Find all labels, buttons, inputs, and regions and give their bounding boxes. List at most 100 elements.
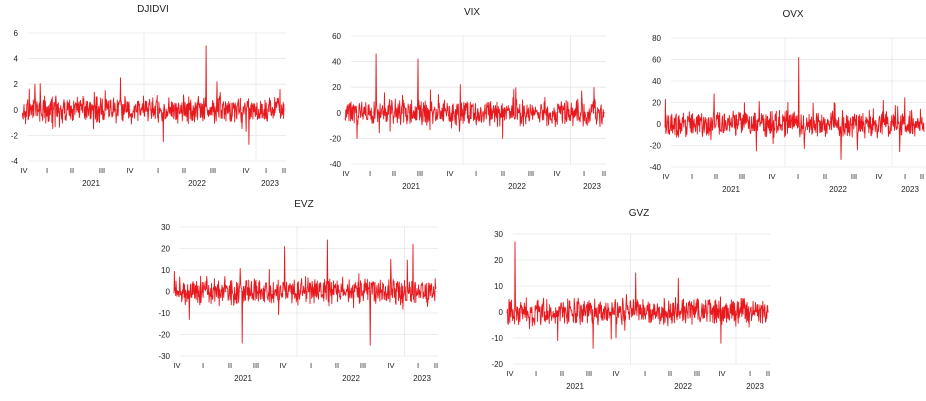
y-tick-label: 0 xyxy=(657,120,662,129)
x-quarter-label: I xyxy=(904,172,906,181)
x-quarter-label: II xyxy=(282,166,286,175)
x-quarter-label: I xyxy=(265,166,267,175)
y-tick-label: 0 xyxy=(499,308,504,317)
x-quarter-label: I xyxy=(644,369,646,378)
x-quarter-label: II xyxy=(714,172,718,181)
x-quarter-label: I xyxy=(310,361,312,370)
y-tick-label: -10 xyxy=(158,309,170,318)
chart-title: OVX xyxy=(782,9,803,20)
x-year-label: 2021 xyxy=(722,185,740,194)
chart-title: EVZ xyxy=(294,199,313,210)
x-quarter-label: III xyxy=(528,169,534,178)
y-tick-label: 10 xyxy=(494,282,503,291)
x-quarter-label: IV xyxy=(446,169,453,178)
x-quarter-label: III xyxy=(99,166,105,175)
x-quarter-label: III xyxy=(360,361,366,370)
x-quarter-label: I xyxy=(749,369,751,378)
x-quarter-label: I xyxy=(369,169,371,178)
y-tick-label: -40 xyxy=(329,160,341,169)
x-quarter-label: II xyxy=(560,369,564,378)
series-line xyxy=(21,45,285,145)
x-quarter-label: III xyxy=(739,172,745,181)
x-quarter-label: III xyxy=(851,172,857,181)
x-quarter-label: III xyxy=(210,166,216,175)
y-tick-label: -20 xyxy=(329,134,341,143)
x-quarter-label: II xyxy=(335,361,339,370)
x-quarter-label: I xyxy=(157,166,159,175)
y-tick-label: 0 xyxy=(337,109,342,118)
series-line xyxy=(173,239,437,346)
x-year-label: 2021 xyxy=(82,179,100,188)
y-tick-label: 20 xyxy=(332,83,341,92)
x-quarter-label: III xyxy=(586,369,592,378)
x-quarter-label: II xyxy=(434,361,438,370)
x-quarter-label: II xyxy=(823,172,827,181)
y-tick-label: 40 xyxy=(332,58,341,67)
x-year-label: 2022 xyxy=(674,382,692,391)
y-tick-label: -2 xyxy=(11,131,19,140)
x-year-label: 2022 xyxy=(188,179,206,188)
y-tick-label: 2 xyxy=(14,80,19,89)
chart-title: GVZ xyxy=(629,208,650,219)
x-year-label: 2023 xyxy=(261,179,279,188)
x-quarter-label: I xyxy=(46,166,48,175)
x-quarter-label: IV xyxy=(875,172,882,181)
x-quarter-label: III xyxy=(417,169,423,178)
y-tick-label: 10 xyxy=(161,266,170,275)
x-year-label: 2023 xyxy=(583,182,601,191)
x-quarter-label: II xyxy=(668,369,672,378)
x-year-label: 2021 xyxy=(234,374,252,383)
series-line xyxy=(344,53,605,139)
y-tick-label: 4 xyxy=(14,55,19,64)
x-quarter-label: I xyxy=(475,169,477,178)
x-year-label: 2022 xyxy=(508,182,526,191)
y-tick-label: -4 xyxy=(11,157,19,166)
x-quarter-label: II xyxy=(70,166,74,175)
x-quarter-label: II xyxy=(766,369,770,378)
x-quarter-label: II xyxy=(182,166,186,175)
x-quarter-label: II xyxy=(228,361,232,370)
x-quarter-label: I xyxy=(797,172,799,181)
x-quarter-label: IV xyxy=(387,361,394,370)
x-year-label: 2022 xyxy=(342,374,360,383)
y-tick-label: 30 xyxy=(494,230,503,239)
x-quarter-label: IV xyxy=(662,172,669,181)
y-tick-label: -30 xyxy=(158,352,170,361)
x-quarter-label: II xyxy=(501,169,505,178)
x-quarter-label: IV xyxy=(20,166,27,175)
y-tick-label: -10 xyxy=(491,334,503,343)
y-tick-label: -40 xyxy=(649,163,661,172)
y-tick-label: 60 xyxy=(652,56,661,65)
y-tick-label: 30 xyxy=(161,223,170,232)
y-tick-label: 20 xyxy=(652,99,661,108)
y-tick-label: 20 xyxy=(494,256,503,265)
x-quarter-label: III xyxy=(253,361,259,370)
x-year-label: 2021 xyxy=(566,382,584,391)
y-tick-label: 0 xyxy=(14,106,19,115)
y-tick-label: 6 xyxy=(14,29,19,38)
x-quarter-label: IV xyxy=(279,361,286,370)
chart-title: VIX xyxy=(464,7,480,18)
x-quarter-label: IV xyxy=(126,166,133,175)
y-tick-label: 80 xyxy=(652,34,661,43)
x-quarter-label: IV xyxy=(173,361,180,370)
chart-title: DJIDVI xyxy=(137,4,169,15)
y-tick-label: 0 xyxy=(166,288,171,297)
y-tick-label: 60 xyxy=(332,32,341,41)
x-quarter-label: IV xyxy=(718,369,725,378)
x-year-label: 2022 xyxy=(829,185,847,194)
x-quarter-label: IV xyxy=(612,369,619,378)
x-quarter-label: I xyxy=(691,172,693,181)
x-quarter-label: II xyxy=(602,169,606,178)
y-tick-label: -20 xyxy=(649,142,661,151)
x-quarter-label: IV xyxy=(553,169,560,178)
y-tick-label: -20 xyxy=(158,331,170,340)
y-tick-label: 20 xyxy=(161,245,170,254)
x-year-label: 2023 xyxy=(413,374,431,383)
x-year-label: 2023 xyxy=(901,185,919,194)
x-year-label: 2023 xyxy=(746,382,764,391)
